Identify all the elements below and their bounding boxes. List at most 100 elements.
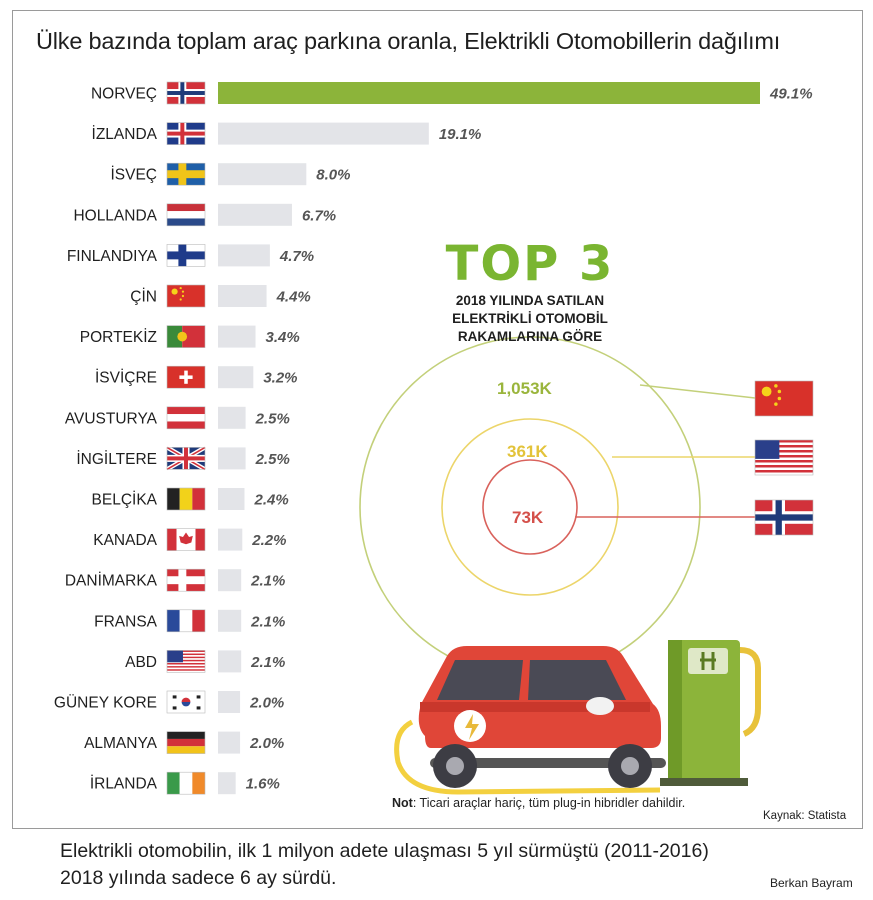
value-label: 2.5% bbox=[255, 451, 290, 468]
bar-row: KANADA 2.2% bbox=[93, 528, 286, 551]
circle-norway bbox=[482, 459, 578, 555]
austria-flag bbox=[166, 406, 206, 430]
bar-row: İRLANDA 1.6% bbox=[90, 771, 280, 795]
bar-row: BELÇİKA 2.4% bbox=[92, 487, 289, 511]
top3-value-norway: 73K bbox=[512, 508, 544, 527]
south-korea-flag bbox=[166, 690, 206, 714]
denmark-flag bbox=[166, 568, 206, 592]
country-label: ABD bbox=[125, 654, 157, 671]
bar-row: İZLANDA 19.1% bbox=[92, 122, 482, 145]
bar-row: PORTEKİZ 3.4% bbox=[80, 325, 300, 348]
footer-line: 2018 yılında sadece 6 ay sürdü. bbox=[60, 867, 337, 889]
bar-row: FINLANDIYA 4.7% bbox=[67, 244, 314, 267]
bar bbox=[218, 528, 243, 551]
portugal-flag bbox=[166, 325, 206, 348]
top3-subtitle-line: RAKAMLARINA GÖRE bbox=[457, 329, 603, 344]
bar bbox=[218, 244, 270, 267]
bar-row: NORVEÇ 49.1% bbox=[91, 81, 813, 105]
bar-row: DANİMARKA 2.1% bbox=[65, 568, 285, 592]
value-label: 2.2% bbox=[251, 532, 286, 549]
country-label: İZLANDA bbox=[92, 125, 158, 143]
value-label: 2.1% bbox=[250, 613, 285, 630]
country-label: ALMANYA bbox=[84, 735, 158, 752]
author-credit: Berkan Bayram bbox=[770, 876, 853, 890]
bar bbox=[218, 609, 242, 632]
country-label: PORTEKİZ bbox=[80, 328, 157, 346]
country-label: İRLANDA bbox=[90, 775, 158, 793]
bar bbox=[218, 731, 241, 754]
bar bbox=[218, 406, 246, 429]
norway-flag bbox=[754, 499, 814, 536]
country-label: KANADA bbox=[93, 532, 157, 549]
value-label: 19.1% bbox=[439, 126, 482, 143]
bar-row: ÇİN 4.4% bbox=[130, 284, 311, 308]
top3-block: TOP 3 2018 YILINDA SATILAN ELEKTRİKLİ OT… bbox=[420, 240, 640, 346]
uk-flag bbox=[165, 445, 207, 472]
value-label: 1.6% bbox=[246, 776, 280, 793]
country-label: FINLANDIYA bbox=[67, 248, 158, 265]
footnote-label: Not bbox=[392, 796, 413, 810]
bar-row: İSVİÇRE 3.2% bbox=[95, 365, 298, 389]
belgium-flag bbox=[166, 487, 206, 511]
connector-china bbox=[639, 384, 756, 399]
value-label: 2.0% bbox=[249, 735, 284, 752]
france-flag bbox=[166, 609, 206, 633]
value-label: 2.1% bbox=[250, 654, 285, 671]
country-label: FRANSA bbox=[94, 613, 158, 630]
bar-row: İNGİLTERE 2.5% bbox=[76, 445, 290, 472]
footer-line: Elektrikli otomobilin, ilk 1 milyon adet… bbox=[60, 840, 709, 862]
circle-usa bbox=[441, 418, 619, 596]
footer-caption: Elektrikli otomobilin, ilk 1 milyon adet… bbox=[60, 838, 709, 892]
bar bbox=[218, 569, 242, 592]
norway-flag bbox=[166, 81, 206, 105]
country-label: NORVEÇ bbox=[91, 86, 157, 103]
country-label: ÇİN bbox=[130, 288, 157, 306]
bar-row: HOLLANDA 6.7% bbox=[73, 203, 336, 227]
country-label: DANİMARKA bbox=[65, 572, 158, 590]
bar bbox=[218, 488, 245, 510]
bar bbox=[218, 122, 429, 145]
bar-row: ALMANYA 2.0% bbox=[84, 731, 284, 754]
country-label: BELÇİKA bbox=[92, 491, 158, 509]
top3-subtitle-line: ELEKTRİKLİ OTOMOBİL bbox=[452, 311, 608, 326]
car-icon bbox=[418, 646, 666, 788]
sweden-flag bbox=[166, 162, 206, 186]
bar bbox=[218, 772, 236, 795]
usa-flag bbox=[754, 439, 814, 476]
bar bbox=[218, 203, 292, 226]
china-flag bbox=[754, 380, 814, 417]
value-label: 2.4% bbox=[253, 492, 288, 509]
bar bbox=[218, 285, 267, 307]
source-credit: Kaynak: Statista bbox=[763, 810, 847, 822]
ireland-flag bbox=[166, 771, 206, 795]
country-label: İSVEÇ bbox=[110, 166, 157, 184]
finland-flag bbox=[166, 244, 206, 267]
country-label: İSVİÇRE bbox=[95, 369, 157, 387]
bar-row: ABD 2.1% bbox=[125, 650, 285, 673]
bar-row: İSVEÇ 8.0% bbox=[110, 162, 351, 186]
footnote-text: : Ticari araçlar hariç, tüm plug-in hibr… bbox=[412, 796, 686, 810]
bar-row: GÜNEY KORE 2.0% bbox=[54, 690, 284, 714]
value-label: 2.5% bbox=[255, 410, 290, 427]
value-label: 2.1% bbox=[250, 573, 285, 590]
top3-value-usa: 361K bbox=[507, 442, 548, 461]
netherlands-flag bbox=[166, 203, 206, 227]
top3-subtitle-line: 2018 YILINDA SATILAN bbox=[455, 293, 605, 308]
country-label: AVUSTURYA bbox=[65, 410, 158, 427]
usa-flag bbox=[166, 650, 206, 673]
country-label: İNGİLTERE bbox=[76, 450, 157, 468]
iceland-flag bbox=[166, 122, 206, 145]
top3-value-china: 1,053K bbox=[497, 379, 552, 398]
bar bbox=[218, 366, 254, 389]
bar bbox=[218, 650, 242, 673]
bar bbox=[218, 82, 760, 104]
value-label: 8.0% bbox=[316, 167, 350, 184]
country-label: HOLLANDA bbox=[73, 207, 157, 224]
china-flag bbox=[166, 284, 206, 308]
footnote: Not: Ticari araçlar hariç, tüm plug-in h… bbox=[392, 796, 685, 810]
top3-subtitle: 2018 YILINDA SATILAN ELEKTRİKLİ OTOMOBİL… bbox=[420, 292, 640, 346]
value-label: 3.2% bbox=[263, 370, 297, 387]
bar-row: AVUSTURYA 2.5% bbox=[65, 406, 290, 430]
canada-flag bbox=[166, 528, 206, 551]
